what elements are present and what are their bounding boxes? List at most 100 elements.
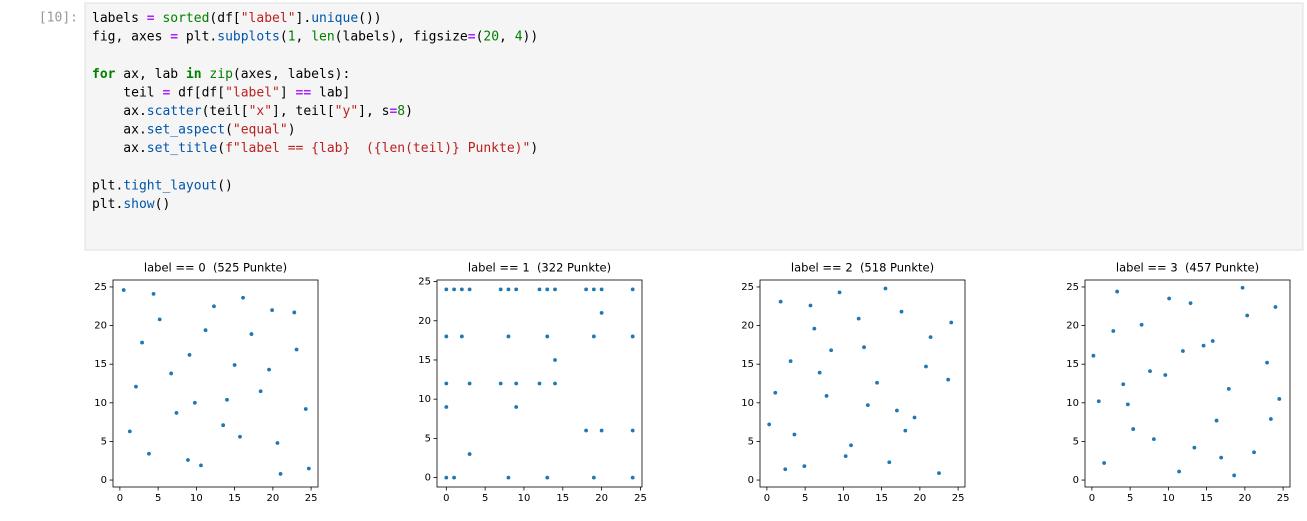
scatter-point: [134, 384, 138, 389]
y-tick-label: 25: [418, 277, 431, 288]
scatter-point: [899, 309, 904, 314]
scatter-point: [912, 415, 917, 420]
scatter-point: [817, 370, 822, 375]
x-tick-label: 25: [634, 493, 647, 504]
scatter-point: [444, 334, 449, 339]
chart-title: label == 3 (457 Punkte): [1116, 261, 1259, 275]
code-line: plt.show(): [92, 197, 170, 212]
scatter-point: [127, 429, 132, 434]
axes-frame: [1084, 279, 1291, 488]
scatter-point: [783, 467, 788, 472]
scatter-point: [1121, 382, 1126, 387]
scatter-point: [1268, 417, 1273, 421]
scatter-point: [778, 299, 783, 304]
scatter-point: [630, 334, 635, 339]
x-tick-label: 5: [1127, 493, 1133, 504]
x-tick-label: 10: [190, 493, 203, 504]
scatter-point: [865, 403, 870, 408]
scatter-point: [151, 292, 156, 296]
scatter-point: [1192, 445, 1197, 450]
scatter-point: [829, 348, 834, 353]
axes-frame: [436, 279, 643, 488]
scatter-point: [1188, 301, 1193, 306]
x-tick-label: 0: [764, 493, 770, 504]
scatter-point: [924, 364, 928, 369]
scatter-point: [1111, 329, 1116, 333]
scatter-point: [591, 287, 596, 292]
scatter-point: [883, 286, 888, 291]
scatter-point: [459, 287, 464, 292]
cell-prompt: [10]:: [39, 11, 78, 26]
scatter-point: [506, 334, 511, 339]
scatter-point: [506, 475, 511, 480]
scatter-point: [1091, 353, 1096, 358]
y-tick-label: 20: [1066, 321, 1079, 332]
scatter-point: [174, 410, 179, 415]
scatter-point: [221, 423, 226, 428]
scatter-point: [467, 452, 472, 456]
scatter-point: [514, 381, 519, 386]
x-tick-label: 15: [875, 493, 888, 504]
scatter-point: [1232, 473, 1237, 478]
scatter-point: [444, 287, 449, 292]
y-tick-label: 10: [94, 398, 107, 409]
x-tick-label: 15: [556, 493, 569, 504]
code-line: ax.set_title(f"label == {lab} ({len(teil…: [92, 141, 538, 156]
scatter-point: [121, 288, 126, 292]
scatter-point: [591, 334, 596, 339]
scatter-point: [275, 441, 280, 445]
scatter-point: [225, 397, 229, 402]
scatter-point: [203, 328, 208, 333]
y-tick-label: 0: [748, 475, 754, 486]
code-cell[interactable]: [84, 2, 1304, 251]
y-tick-label: 15: [741, 359, 754, 370]
scatter-point: [199, 463, 203, 468]
scatter-point: [808, 303, 813, 308]
scatter-point: [506, 287, 511, 292]
scatter-point: [1226, 387, 1231, 391]
scatter-point: [591, 475, 596, 480]
scatter-point: [1273, 305, 1278, 309]
y-tick-label: 0: [101, 475, 107, 486]
code-line: for ax, lab in zip(axes, labels):: [92, 66, 350, 81]
scatter-point: [147, 451, 151, 456]
scatter-point: [157, 317, 162, 322]
x-tick-label: 5: [482, 493, 488, 504]
scatter-point: [773, 390, 778, 395]
scatter-point: [767, 422, 772, 427]
scatter-point: [498, 287, 503, 292]
x-tick-label: 20: [1239, 493, 1252, 504]
scatter-point: [849, 443, 853, 448]
y-tick-label: 25: [94, 282, 107, 293]
scatter-point: [1125, 402, 1130, 407]
scatter-point: [599, 287, 604, 292]
scatter-point: [1139, 322, 1144, 327]
x-tick-label: 0: [443, 493, 449, 504]
scatter-point: [599, 311, 604, 315]
scatter-point: [1214, 418, 1219, 423]
x-tick-label: 20: [914, 493, 927, 504]
y-tick-label: 0: [425, 473, 431, 484]
y-tick-label: 10: [418, 394, 431, 405]
scatter-point: [949, 320, 954, 325]
x-tick-label: 10: [518, 493, 531, 504]
scatter-point: [928, 335, 933, 340]
scatter-point: [1201, 343, 1206, 348]
x-tick-label: 15: [228, 493, 241, 504]
chart-title: label == 2 (518 Punkte): [791, 261, 934, 275]
scatter-point: [553, 381, 557, 386]
scatter-point: [467, 287, 472, 292]
scatter-point: [895, 408, 899, 413]
scatter-point: [1210, 339, 1215, 343]
scatter-point: [452, 287, 456, 292]
scatter-point: [630, 475, 635, 480]
scatter-point: [545, 334, 550, 339]
scatter-point: [294, 347, 299, 352]
scatter-point: [444, 405, 449, 409]
code-line: plt.tight_layout(): [92, 178, 233, 193]
code-line: labels = sorted(df["label"].unique()): [92, 11, 382, 26]
scatter-point: [1151, 437, 1156, 442]
scatter-point: [306, 466, 311, 471]
scatter-point: [1096, 399, 1101, 404]
